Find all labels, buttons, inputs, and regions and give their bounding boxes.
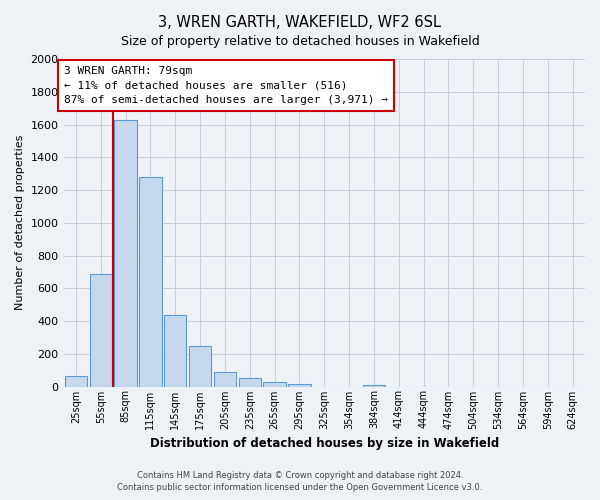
Text: Contains HM Land Registry data © Crown copyright and database right 2024.
Contai: Contains HM Land Registry data © Crown c… [118, 471, 482, 492]
Text: 3 WREN GARTH: 79sqm
← 11% of detached houses are smaller (516)
87% of semi-detac: 3 WREN GARTH: 79sqm ← 11% of detached ho… [64, 66, 388, 105]
Bar [363, 384, 385, 386]
Text: Size of property relative to detached houses in Wakefield: Size of property relative to detached ho… [121, 35, 479, 48]
Y-axis label: Number of detached properties: Number of detached properties [15, 135, 25, 310]
X-axis label: Distribution of detached houses by size in Wakefield: Distribution of detached houses by size … [149, 437, 499, 450]
Bar [139, 177, 161, 386]
Bar [189, 346, 211, 387]
Bar [65, 376, 87, 386]
Bar [239, 378, 261, 386]
Bar [263, 382, 286, 386]
Bar [115, 120, 137, 386]
Bar [214, 372, 236, 386]
Text: 3, WREN GARTH, WAKEFIELD, WF2 6SL: 3, WREN GARTH, WAKEFIELD, WF2 6SL [158, 15, 442, 30]
Bar [89, 274, 112, 386]
Bar [164, 316, 187, 386]
Bar [288, 384, 311, 386]
